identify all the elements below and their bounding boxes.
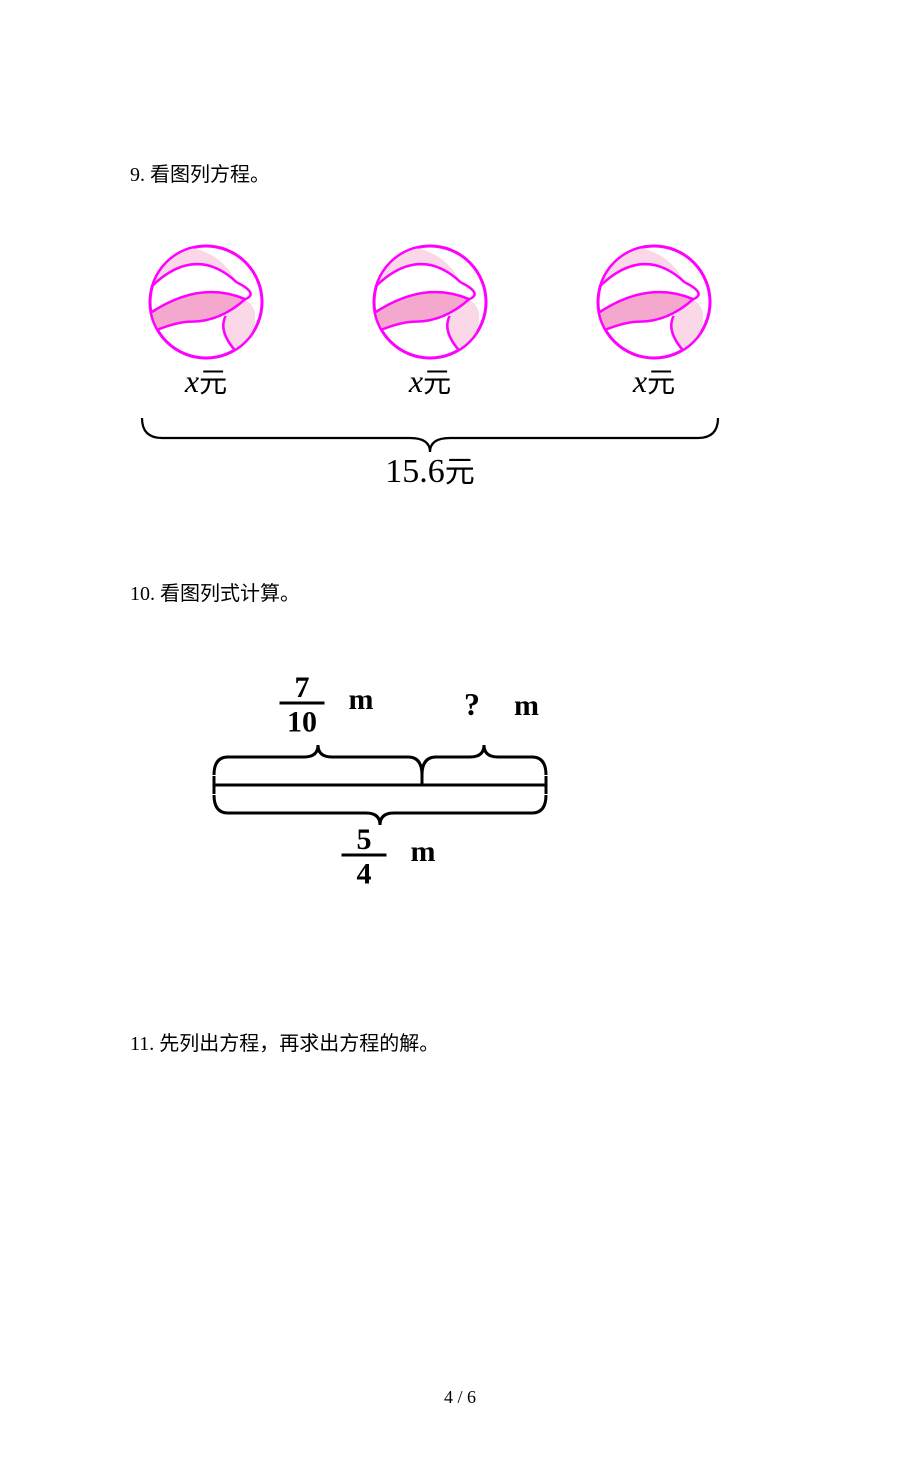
diagram-9-svg: x元 x元 x元 15.6元	[130, 236, 730, 506]
footer-total: 6	[467, 1387, 476, 1407]
svg-text:m: m	[411, 835, 436, 868]
diagram-9: x元 x元 x元 15.6元	[130, 236, 790, 511]
q9-number: 9.	[130, 164, 145, 186]
svg-text:m: m	[514, 689, 539, 722]
question-9: 9. 看图列方程。	[130, 160, 790, 190]
svg-text:x元: x元	[408, 363, 451, 399]
q11-number: 11.	[130, 1033, 154, 1055]
diagram-10: 710 m? m 54 m	[190, 659, 790, 899]
svg-text:10: 10	[287, 706, 317, 739]
svg-text:7: 7	[295, 671, 310, 704]
q10-text: 看图列式计算。	[160, 583, 300, 605]
svg-text:?: ?	[464, 686, 480, 722]
page: 9. 看图列方程。 x元 x元 x元 15.6元 10. 看图列式计算。 710 m? m…	[0, 160, 920, 1462]
footer-sep: /	[457, 1387, 462, 1407]
svg-text:4: 4	[357, 858, 372, 891]
q11-text: 先列出方程，再求出方程的解。	[159, 1033, 439, 1055]
question-11: 11. 先列出方程，再求出方程的解。	[130, 1029, 790, 1059]
question-10: 10. 看图列式计算。	[130, 579, 790, 609]
svg-text:m: m	[349, 683, 374, 716]
svg-text:5: 5	[357, 823, 372, 856]
svg-text:x元: x元	[632, 363, 675, 399]
footer-page: 4	[444, 1387, 453, 1407]
page-footer: 4 / 6	[0, 1387, 920, 1408]
q9-text: 看图列方程。	[150, 164, 270, 186]
diagram-10-svg: 710 m? m 54 m	[190, 659, 570, 894]
svg-text:15.6元: 15.6元	[385, 453, 475, 490]
q10-number: 10.	[130, 583, 155, 605]
svg-text:x元: x元	[184, 363, 227, 399]
